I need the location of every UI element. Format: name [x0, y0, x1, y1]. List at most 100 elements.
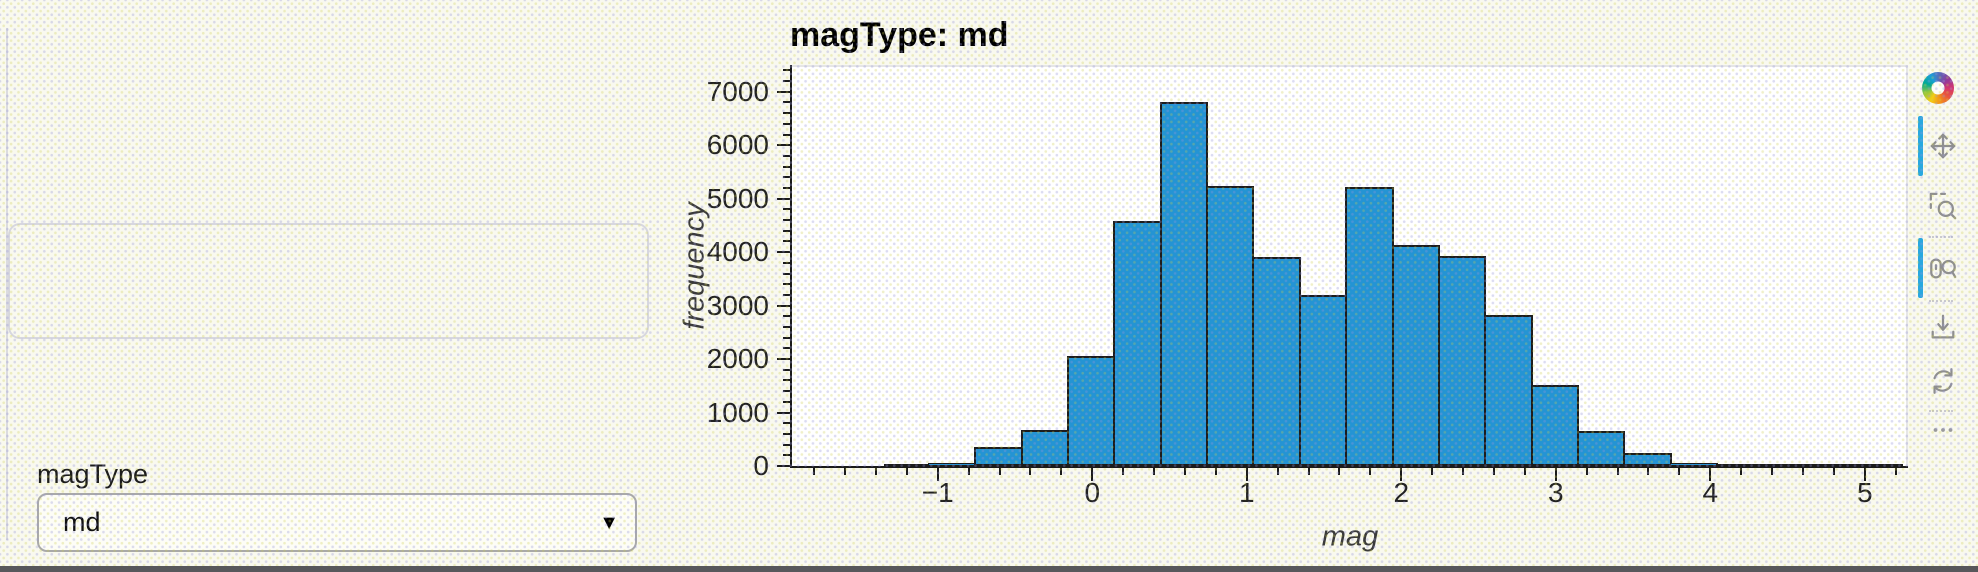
x-tick-label: 4 [1702, 477, 1719, 508]
histogram-bar [1021, 430, 1069, 466]
x-minor-tick [1894, 468, 1897, 475]
x-minor-tick [1183, 468, 1186, 475]
x-minor-tick [1307, 468, 1310, 475]
x-axis-title: mag [1321, 520, 1379, 553]
magtype-label: magType [37, 459, 149, 489]
widget-card: magType md ▼ [8, 223, 649, 552]
y-axis-line [790, 65, 792, 468]
ellipsis-icon [1933, 428, 1953, 432]
x-tick-label: −1 [921, 477, 954, 508]
x-minor-tick [874, 468, 877, 475]
x-major-tick [1709, 468, 1712, 481]
panel-edge-line [6, 28, 8, 540]
y-minor-tick [783, 283, 790, 286]
y-minor-tick [783, 390, 790, 393]
x-minor-tick [1276, 468, 1279, 475]
y-tick-label: 3000 [706, 289, 769, 321]
save-tool-button[interactable] [1916, 302, 1966, 352]
y-minor-tick [783, 229, 790, 232]
more-tools-button[interactable] [1916, 412, 1966, 448]
x-tick-label: 5 [1856, 477, 1873, 508]
x-minor-tick [1616, 468, 1619, 475]
y-minor-tick [783, 133, 790, 136]
box-zoom-tool-button[interactable] [1916, 178, 1966, 234]
x-axis-line [790, 466, 1908, 468]
y-minor-tick [783, 315, 790, 318]
histogram-bar [1160, 102, 1208, 466]
y-minor-tick [783, 432, 790, 435]
toolbar-divider [1929, 410, 1953, 412]
y-minor-tick [783, 422, 790, 425]
y-tick-label: 6000 [706, 129, 769, 161]
histogram-bar [1484, 315, 1533, 466]
active-tool-indicator [1918, 238, 1923, 298]
y-minor-tick [783, 443, 790, 446]
y-tick-label: 7000 [706, 75, 769, 107]
y-major-tick [777, 251, 790, 254]
reset-icon [1933, 368, 1953, 394]
y-minor-tick [783, 400, 790, 403]
y-major-tick [777, 465, 790, 467]
y-major-tick [777, 304, 790, 307]
histogram-bar [1577, 431, 1625, 466]
y-minor-tick [783, 272, 790, 275]
x-major-tick [1554, 468, 1557, 481]
histogram-bar [974, 447, 1023, 466]
x-minor-tick [813, 468, 816, 475]
x-minor-tick [1369, 468, 1372, 475]
x-minor-tick [905, 468, 908, 475]
x-minor-tick [1801, 468, 1804, 475]
y-major-tick [777, 90, 790, 93]
y-minor-tick [783, 325, 790, 328]
y-minor-tick [783, 261, 790, 264]
y-minor-tick [783, 336, 790, 339]
y-minor-tick [783, 347, 790, 350]
x-tick-label: 3 [1547, 477, 1564, 508]
x-minor-tick [1740, 468, 1743, 475]
y-minor-tick [783, 176, 790, 179]
y-minor-tick [783, 101, 790, 104]
histogram-bar [1623, 453, 1672, 466]
x-minor-tick [844, 468, 847, 475]
x-minor-tick [1492, 468, 1495, 475]
y-major-tick [777, 144, 790, 147]
x-minor-tick [1060, 468, 1063, 475]
y-major-tick [777, 358, 790, 361]
y-minor-tick [783, 240, 790, 243]
active-tool-indicator [1918, 116, 1923, 176]
x-minor-tick [1832, 468, 1835, 475]
y-tick-label: 0 [753, 450, 769, 481]
x-minor-tick [1585, 468, 1588, 475]
bokeh-logo-icon[interactable] [1922, 72, 1954, 104]
x-tick-label: 1 [1238, 477, 1255, 508]
histogram-bar [1438, 256, 1486, 466]
reset-tool-button[interactable] [1916, 356, 1966, 406]
x-minor-tick [1523, 468, 1526, 475]
toolbar-divider [1929, 236, 1953, 238]
window-bottom-bar [0, 566, 1978, 572]
save-icon [1931, 314, 1955, 339]
x-major-tick [1245, 468, 1248, 481]
y-minor-tick [783, 154, 790, 157]
chevron-down-icon: ▼ [599, 511, 619, 534]
histogram-bar [1345, 187, 1394, 466]
y-minor-tick [783, 379, 790, 382]
magtype-select-value: md [63, 507, 101, 537]
y-minor-tick [783, 208, 790, 211]
wheel-zoom-tool-button[interactable] [1916, 238, 1966, 298]
wheel-zoom-icon [1930, 258, 1957, 279]
y-tick-label: 1000 [706, 396, 769, 428]
y-major-tick [777, 411, 790, 414]
x-tick-label: 2 [1393, 477, 1410, 508]
histogram-bar [1067, 356, 1115, 466]
y-major-tick [777, 197, 790, 200]
x-minor-tick [1431, 468, 1434, 475]
histogram-bar [1113, 221, 1162, 466]
x-minor-tick [1153, 468, 1156, 475]
magtype-select[interactable]: md ▼ [37, 493, 637, 552]
y-tick-label: 4000 [706, 236, 769, 268]
x-minor-tick [1771, 468, 1774, 475]
x-minor-tick [998, 468, 1001, 475]
pan-tool-button[interactable] [1916, 116, 1966, 176]
